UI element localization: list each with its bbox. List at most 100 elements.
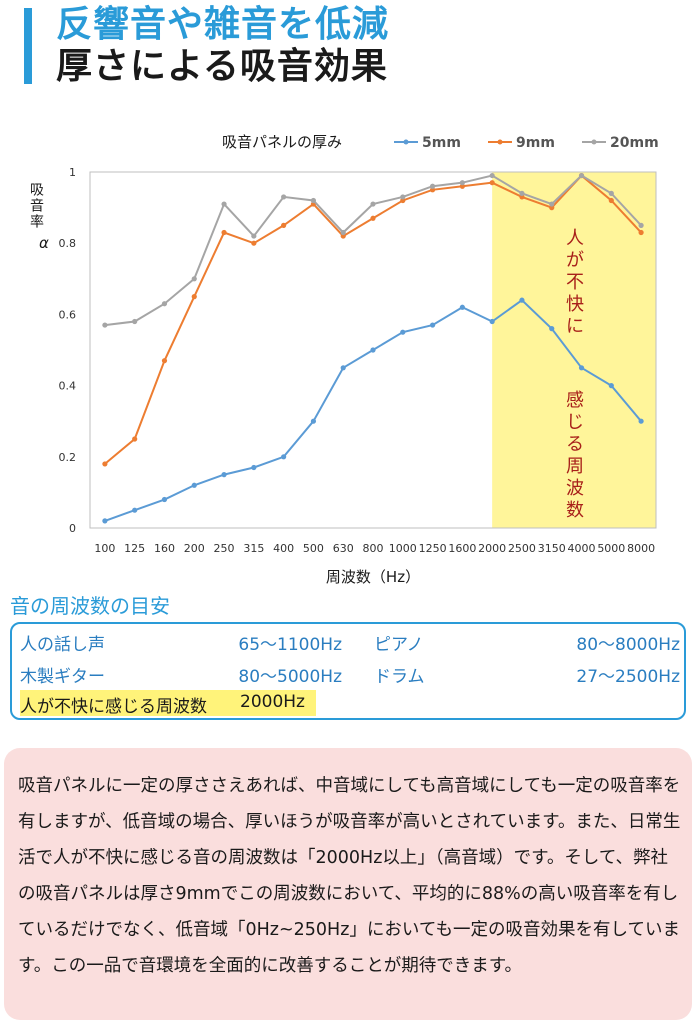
data-point [161,301,168,307]
x-tick-label: 1250 [419,542,447,555]
x-tick-label: 160 [154,542,175,555]
data-point [370,215,376,221]
y-tick-label: 0.8 [59,237,77,250]
data-point [161,496,168,503]
guide-item-value: 65〜1100Hz [238,635,342,655]
data-point [549,201,555,207]
title-accent-bar [24,8,32,84]
data-point [161,358,168,364]
x-tick-label: 200 [184,542,205,555]
data-point [429,183,436,189]
annotation-char: る [566,434,584,455]
data-point [102,461,108,467]
data-point [191,294,197,300]
annotation-char: 周 [566,456,584,477]
guide-box: 人の話し声 65〜1100Hz ピアノ 80〜8000Hz 木製ギター 80〜5… [10,622,686,720]
data-point [400,194,406,200]
data-point [400,197,406,204]
guide-item-name: 人の話し声 [20,635,105,655]
data-point [221,472,227,478]
annotation-char: 数 [566,500,584,521]
data-point [429,322,436,328]
data-point [459,183,465,189]
data-point [310,418,317,424]
y-axis-symbol: α [39,234,49,252]
x-tick-label: 1000 [389,542,417,555]
y-axis-label: 吸音率 [28,182,44,230]
annotation-char: 快 [566,294,584,315]
x-tick-label: 100 [94,542,115,555]
data-point [608,197,614,204]
data-point [459,304,465,310]
description-box: 吸音パネルに一定の厚ささえあれば、中音域にしても高音域にしても一定の吸音率を有し… [4,748,692,1020]
data-point [519,190,525,196]
x-tick-label: 125 [124,542,145,555]
data-point [132,507,138,513]
annotation-char: に [566,316,584,337]
page-subtitle: 厚さによる吸音効果 [56,46,388,87]
guide-highlight [20,690,316,716]
guide-title: 音の周波数の目安 [10,594,170,618]
guide-item-name: ピアノ [374,635,424,655]
data-point [340,233,346,239]
data-point [608,190,614,196]
legend-marker [591,139,597,145]
data-point [459,180,465,186]
x-tick-label: 800 [363,542,384,555]
annotation-char: 人 [566,228,584,249]
data-point [251,233,257,239]
legend-label: 5mm [422,135,461,151]
data-point [519,297,525,303]
annotation-char: じ [566,412,584,433]
highlight-region [492,172,656,528]
data-point [370,201,376,207]
data-point [281,454,287,460]
data-point [578,172,585,179]
x-tick-label: 3150 [538,542,566,555]
page-title: 反響音や雑音を低減 [56,4,390,45]
legend-marker [497,139,503,145]
data-point [251,240,257,246]
guide-item-value: 80〜8000Hz [576,635,680,655]
legend-marker [403,139,409,145]
data-point [370,347,376,353]
data-point [340,229,346,236]
annotation-char: 波 [566,478,584,499]
x-tick-label: 8000 [627,542,655,555]
x-tick-label: 4000 [568,542,596,555]
y-tick-label: 0.6 [59,308,77,321]
data-point [638,229,644,236]
x-tick-label: 315 [243,542,264,555]
x-tick-label: 1600 [448,542,476,555]
legend-label: 20mm [610,135,659,151]
x-tick-label: 630 [333,542,354,555]
data-point [221,229,227,236]
annotation-char: 感 [566,390,584,411]
data-point [489,180,495,186]
data-point [549,205,555,211]
plot-area-border [89,171,657,529]
data-point [191,276,197,282]
y-tick-label: 0.4 [59,380,77,393]
x-tick-label: 250 [214,542,235,555]
guide-item-value: 27〜2500Hz [576,667,680,687]
data-point [400,329,406,335]
guide-item-name: 木製ギター [20,667,105,687]
absorption-chart: 0 0.2 0.4 0.6 0.8 1 100 125 160 200 250 315 400 500 63… [28,133,659,586]
data-point [549,326,555,332]
data-point [519,194,525,200]
data-point [608,383,614,389]
data-point [221,201,227,207]
data-point [281,222,287,228]
data-point [638,222,644,228]
x-tick-label: 500 [303,542,324,555]
data-point [251,464,257,471]
description-text: 吸音パネルに一定の厚ささえあれば、中音域にしても高音域にしても一定の吸音率を有し… [18,776,681,976]
data-point [102,322,108,328]
data-point [191,482,197,488]
data-point [340,365,346,371]
guide-highlight-value: 2000Hz [240,692,305,712]
x-tick-label: 2000 [478,542,506,555]
x-tick-label: 400 [273,542,294,555]
legend-title: 吸音パネルの厚み [222,133,342,151]
